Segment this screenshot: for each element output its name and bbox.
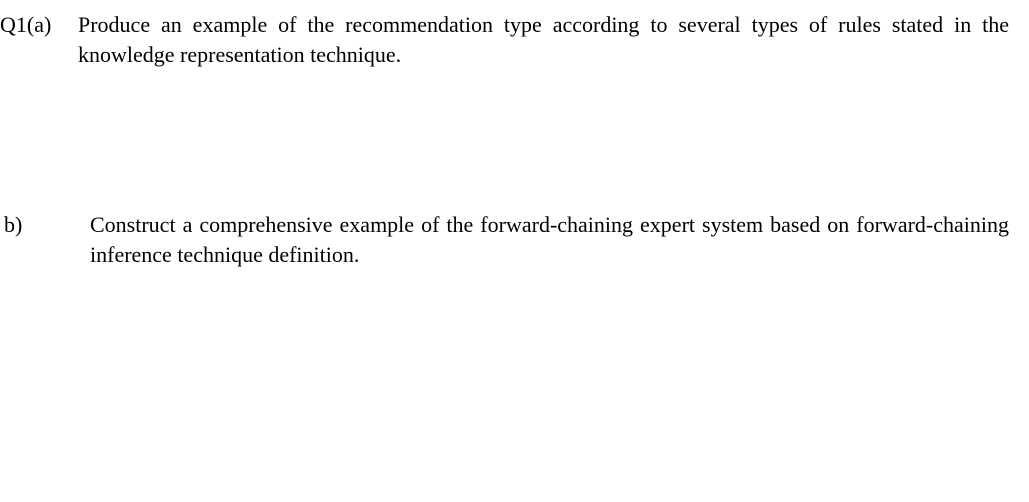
question-1a-label: Q1(a) [0, 10, 78, 40]
question-1b-label: b) [0, 210, 82, 240]
question-1a: Q1(a) Produce an example of the recommen… [0, 10, 1029, 70]
question-1b: b) Construct a comprehensive example of … [0, 210, 1029, 270]
question-1b-text: Construct a comprehensive example of the… [82, 210, 1029, 270]
exam-page: Q1(a) Produce an example of the recommen… [0, 0, 1029, 502]
question-1a-text: Produce an example of the recommendation… [78, 10, 1029, 70]
